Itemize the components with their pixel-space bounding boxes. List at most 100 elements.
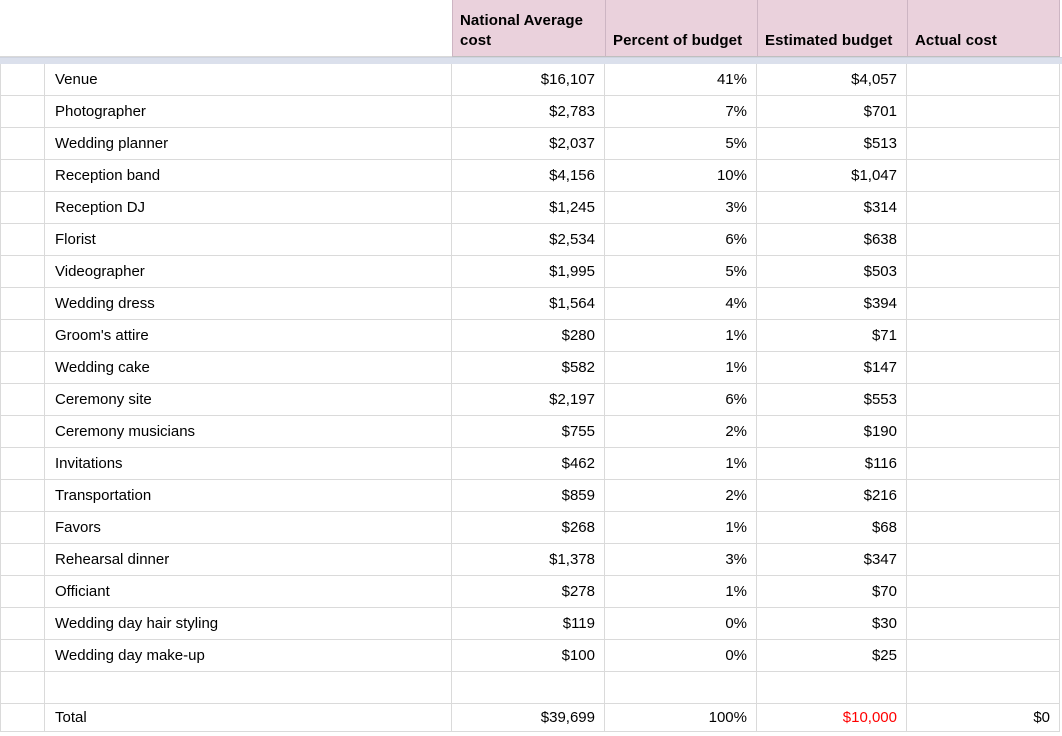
estimated-budget-cell[interactable]: $30 bbox=[757, 608, 907, 640]
percent-budget-cell[interactable]: 5% bbox=[605, 256, 757, 288]
estimated-budget-cell[interactable]: $513 bbox=[757, 128, 907, 160]
item-label-cell[interactable]: Wedding dress bbox=[45, 288, 452, 320]
actual-cost-cell[interactable] bbox=[907, 320, 1060, 352]
row-gutter-cell[interactable] bbox=[0, 416, 45, 448]
item-label-cell[interactable]: Invitations bbox=[45, 448, 452, 480]
item-label-cell[interactable]: Wedding day hair styling bbox=[45, 608, 452, 640]
row-gutter-cell[interactable] bbox=[0, 224, 45, 256]
national-average-cell[interactable]: $2,197 bbox=[452, 384, 605, 416]
national-average-cell[interactable]: $268 bbox=[452, 512, 605, 544]
percent-budget-cell[interactable]: 1% bbox=[605, 576, 757, 608]
actual-cost-cell[interactable] bbox=[907, 640, 1060, 672]
percent-budget-cell[interactable]: 1% bbox=[605, 320, 757, 352]
row-gutter-cell[interactable] bbox=[0, 192, 45, 224]
national-average-cell[interactable]: $2,037 bbox=[452, 128, 605, 160]
estimated-budget-cell[interactable]: $71 bbox=[757, 320, 907, 352]
national-average-cell[interactable] bbox=[452, 672, 605, 704]
national-average-cell[interactable]: $1,378 bbox=[452, 544, 605, 576]
percent-budget-cell[interactable]: 2% bbox=[605, 480, 757, 512]
item-label-cell[interactable]: Favors bbox=[45, 512, 452, 544]
actual-cost-cell[interactable] bbox=[907, 192, 1060, 224]
national-average-cell[interactable]: $119 bbox=[452, 608, 605, 640]
national-average-cell[interactable]: $1,564 bbox=[452, 288, 605, 320]
item-label-cell[interactable]: Groom's attire bbox=[45, 320, 452, 352]
actual-cost-cell[interactable] bbox=[907, 416, 1060, 448]
actual-cost-cell[interactable] bbox=[907, 480, 1060, 512]
row-gutter-cell[interactable] bbox=[0, 64, 45, 96]
row-gutter-cell[interactable] bbox=[0, 512, 45, 544]
percent-budget-cell[interactable]: 1% bbox=[605, 352, 757, 384]
actual-cost-cell[interactable] bbox=[907, 448, 1060, 480]
item-label-cell[interactable]: Officiant bbox=[45, 576, 452, 608]
percent-budget-cell[interactable]: 2% bbox=[605, 416, 757, 448]
item-label-cell[interactable]: Videographer bbox=[45, 256, 452, 288]
col-header-percent-budget[interactable]: Percent of budget bbox=[605, 0, 757, 57]
national-average-cell[interactable]: $278 bbox=[452, 576, 605, 608]
percent-budget-cell[interactable] bbox=[605, 672, 757, 704]
item-label-cell[interactable]: Wedding day make-up bbox=[45, 640, 452, 672]
row-gutter-cell[interactable] bbox=[0, 96, 45, 128]
actual-cost-cell[interactable] bbox=[907, 672, 1060, 704]
percent-budget-cell[interactable]: 100% bbox=[605, 704, 757, 732]
col-header-actual-cost[interactable]: Actual cost bbox=[907, 0, 1060, 57]
estimated-budget-cell[interactable]: $347 bbox=[757, 544, 907, 576]
estimated-budget-cell[interactable]: $216 bbox=[757, 480, 907, 512]
row-gutter-cell[interactable] bbox=[0, 160, 45, 192]
estimated-budget-cell[interactable]: $190 bbox=[757, 416, 907, 448]
percent-budget-cell[interactable]: 0% bbox=[605, 608, 757, 640]
percent-budget-cell[interactable]: 10% bbox=[605, 160, 757, 192]
estimated-budget-cell[interactable]: $116 bbox=[757, 448, 907, 480]
actual-cost-cell[interactable] bbox=[907, 608, 1060, 640]
item-label-cell[interactable]: Ceremony site bbox=[45, 384, 452, 416]
estimated-budget-cell[interactable]: $638 bbox=[757, 224, 907, 256]
estimated-budget-cell[interactable]: $25 bbox=[757, 640, 907, 672]
row-gutter-cell[interactable] bbox=[0, 256, 45, 288]
row-gutter-cell[interactable] bbox=[0, 640, 45, 672]
national-average-cell[interactable]: $1,245 bbox=[452, 192, 605, 224]
national-average-cell[interactable]: $462 bbox=[452, 448, 605, 480]
row-gutter-cell[interactable] bbox=[0, 320, 45, 352]
item-label-cell[interactable]: Transportation bbox=[45, 480, 452, 512]
row-gutter-cell[interactable] bbox=[0, 128, 45, 160]
actual-cost-cell[interactable] bbox=[907, 384, 1060, 416]
percent-budget-cell[interactable]: 5% bbox=[605, 128, 757, 160]
estimated-budget-cell[interactable]: $70 bbox=[757, 576, 907, 608]
actual-cost-cell[interactable] bbox=[907, 288, 1060, 320]
national-average-cell[interactable]: $1,995 bbox=[452, 256, 605, 288]
item-label-cell[interactable]: Venue bbox=[45, 64, 452, 96]
row-gutter-cell[interactable] bbox=[0, 352, 45, 384]
percent-budget-cell[interactable]: 7% bbox=[605, 96, 757, 128]
actual-cost-cell[interactable] bbox=[907, 224, 1060, 256]
estimated-budget-cell[interactable]: $147 bbox=[757, 352, 907, 384]
item-label-cell[interactable]: Florist bbox=[45, 224, 452, 256]
percent-budget-cell[interactable]: 1% bbox=[605, 448, 757, 480]
percent-budget-cell[interactable]: 41% bbox=[605, 64, 757, 96]
row-gutter-cell[interactable] bbox=[0, 480, 45, 512]
percent-budget-cell[interactable]: 1% bbox=[605, 512, 757, 544]
percent-budget-cell[interactable]: 0% bbox=[605, 640, 757, 672]
actual-cost-cell[interactable] bbox=[907, 512, 1060, 544]
item-label-cell[interactable]: Reception DJ bbox=[45, 192, 452, 224]
national-average-cell[interactable]: $4,156 bbox=[452, 160, 605, 192]
item-label-cell[interactable]: Wedding planner bbox=[45, 128, 452, 160]
estimated-budget-cell[interactable]: $503 bbox=[757, 256, 907, 288]
percent-budget-cell[interactable]: 6% bbox=[605, 224, 757, 256]
row-gutter-cell[interactable] bbox=[0, 608, 45, 640]
header-gutter-cell[interactable] bbox=[0, 0, 45, 57]
actual-cost-cell[interactable]: $0 bbox=[907, 704, 1060, 732]
percent-budget-cell[interactable]: 3% bbox=[605, 192, 757, 224]
estimated-budget-cell[interactable]: $68 bbox=[757, 512, 907, 544]
national-average-cell[interactable]: $2,783 bbox=[452, 96, 605, 128]
actual-cost-cell[interactable] bbox=[907, 96, 1060, 128]
actual-cost-cell[interactable] bbox=[907, 352, 1060, 384]
estimated-budget-cell[interactable]: $10,000 bbox=[757, 704, 907, 732]
national-average-cell[interactable]: $755 bbox=[452, 416, 605, 448]
estimated-budget-cell[interactable]: $1,047 bbox=[757, 160, 907, 192]
national-average-cell[interactable]: $582 bbox=[452, 352, 605, 384]
estimated-budget-cell[interactable]: $4,057 bbox=[757, 64, 907, 96]
item-label-cell[interactable]: Total bbox=[45, 704, 452, 732]
item-label-cell[interactable]: Reception band bbox=[45, 160, 452, 192]
estimated-budget-cell[interactable]: $701 bbox=[757, 96, 907, 128]
actual-cost-cell[interactable] bbox=[907, 128, 1060, 160]
estimated-budget-cell[interactable]: $314 bbox=[757, 192, 907, 224]
